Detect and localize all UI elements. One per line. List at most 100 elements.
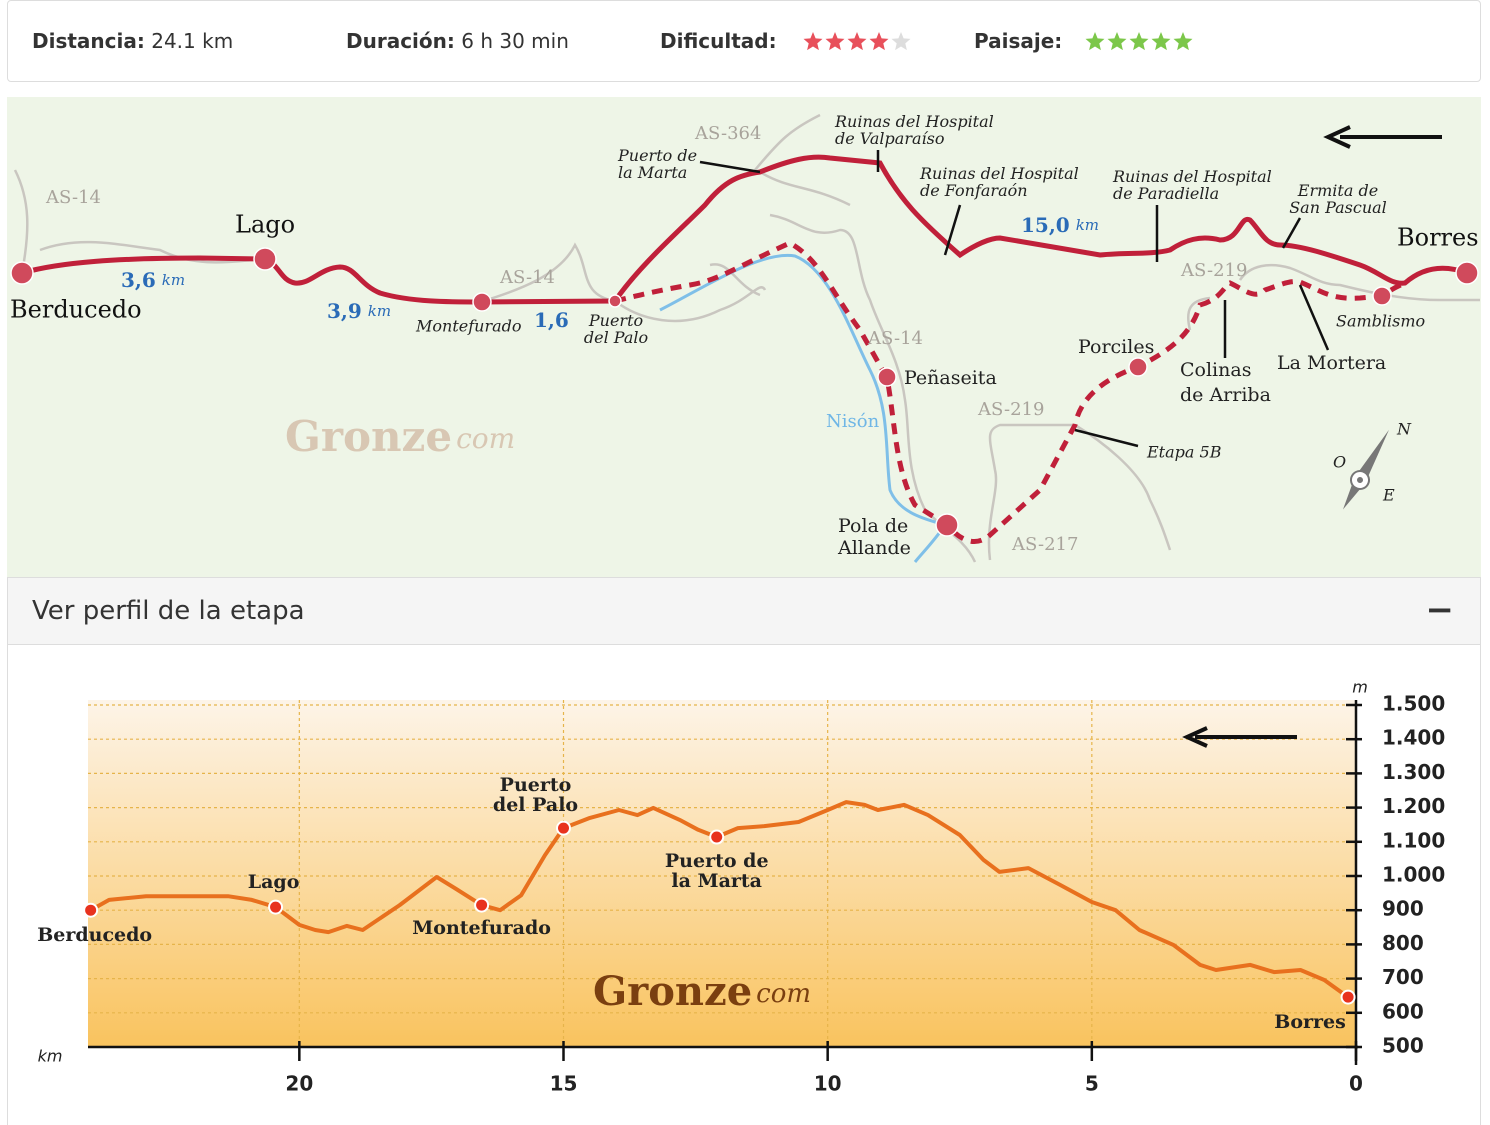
y-tick-label: 1.000 [1382, 863, 1445, 887]
map-shape: com [756, 979, 811, 1009]
segment-distance: 15,0 km [1021, 213, 1099, 237]
ratings [803, 32, 1193, 51]
compass-o: O [1333, 453, 1346, 472]
place-label: Lago [235, 211, 295, 239]
rating-star [1129, 32, 1149, 51]
waypoint-label-line: la Marta [671, 870, 762, 892]
marker [253, 247, 277, 271]
place-label: Montefurado [415, 317, 522, 336]
y-tick-label: 1.300 [1382, 760, 1445, 784]
map-shape: 1,6 [534, 308, 569, 332]
x-tick-label: 15 [550, 1072, 578, 1096]
marker [1372, 286, 1392, 306]
place-label: Pola de Allande [837, 515, 911, 559]
waypoint-label: Puerto de la Marta [665, 850, 769, 892]
map-shape: de Valparaíso [835, 129, 944, 148]
rating-star [1085, 32, 1105, 51]
rating-star [1107, 32, 1127, 51]
stats-bar: Distancia: 24.1 km Duración: 6 h 30 min … [7, 0, 1481, 82]
place-label: Ruinas del Hospital de Fonfaraón [919, 164, 1079, 200]
map-shape: Puerto de [617, 146, 697, 165]
distance-label: Distancia: [32, 29, 145, 53]
x-tick-label: 5 [1085, 1072, 1099, 1096]
map-shape: del Palo [584, 328, 648, 347]
place-label: Porciles [1078, 336, 1154, 358]
y-axis-label: m [1352, 678, 1368, 697]
map-shape: Colinas [1180, 359, 1251, 381]
elevation-profile: Gronze com m km 1.500 1.400 1.300 1.200 1.100… [37, 678, 1445, 1096]
marker [472, 292, 492, 312]
map-shape: com [456, 422, 515, 455]
waypoint-label: Lago [248, 871, 300, 893]
place-label: Etapa 5B [1146, 443, 1222, 462]
map-shape [699, 150, 1330, 448]
map-shape: 3,9 [327, 299, 362, 323]
map-shape: Pola de [838, 515, 908, 537]
map-shape: 15,0 [1021, 213, 1070, 237]
road-label: AS-219 [1180, 260, 1247, 281]
map-shape: Ruinas del Hospital [834, 112, 994, 131]
x-axis-label: km [38, 1047, 63, 1066]
road-label: AS-217 [1011, 534, 1078, 555]
place-label: Puerto del Palo [584, 311, 648, 347]
distance: Distancia: 24.1 km [32, 29, 233, 53]
rating-star [869, 32, 889, 51]
waypoint-label-line: Puerto de [665, 850, 769, 872]
waypoint [709, 829, 725, 845]
waypoint-label-line: Lago [248, 871, 300, 893]
place-label: La Mortera [1277, 352, 1386, 374]
map-shape: km [1076, 216, 1099, 234]
difficulty-label: Dificultad: [660, 29, 777, 53]
waypoint-label-line: del Palo [493, 794, 578, 816]
difficulty: Dificultad: [660, 29, 777, 53]
map-shape: Gronze [593, 968, 752, 1015]
map-shape: Ruinas del Hospital [919, 164, 1079, 183]
map-shape: 3,6 [121, 268, 156, 292]
variant-route [614, 240, 1406, 544]
waypoint [474, 897, 490, 913]
profile-toggle-bar[interactable]: Ver perfil de la etapa − [7, 577, 1481, 645]
segment-distance: 3,9 km [327, 299, 391, 323]
waypoint-label: Berducedo [37, 924, 152, 946]
segment-distance: 1,6 [534, 308, 569, 332]
rating-star [1151, 32, 1171, 51]
waypoint-label: Puerto del Palo [493, 774, 578, 816]
map-shape: de Arriba [1180, 384, 1271, 406]
place-label: Ruinas del Hospital de Valparaíso [834, 112, 994, 148]
place-label: Ermita de San Pascual [1289, 181, 1387, 217]
waypoint-label-line: Borres [1274, 1011, 1346, 1033]
river-label: Nisón [826, 411, 880, 432]
map-shape: Puerto [588, 311, 643, 330]
map-shape: km [368, 302, 391, 320]
landscape-label: Paisaje: [974, 29, 1063, 53]
waypoint [1340, 989, 1356, 1005]
y-tick-label: 1.500 [1382, 692, 1445, 716]
map-shape: Gronze [285, 412, 452, 461]
place-label: Puerto de la Marta [617, 146, 697, 182]
waypoint-label-line: Berducedo [37, 924, 152, 946]
stop-markers [10, 247, 1479, 537]
x-tick-label: 20 [285, 1072, 313, 1096]
rating-star [803, 32, 823, 51]
marker [1357, 477, 1363, 483]
leader-lines [699, 150, 1330, 448]
place-label: Samblismo [1336, 312, 1425, 331]
y-tick-label: 700 [1382, 965, 1424, 989]
rating-star [825, 32, 845, 51]
waypoint [268, 899, 284, 915]
y-tick-label: 900 [1382, 897, 1424, 921]
place-label: Ruinas del Hospital de Paradiella [1112, 167, 1272, 203]
y-tick-label: 1.200 [1382, 794, 1445, 818]
duration: Duración: 6 h 30 min [346, 29, 569, 53]
marker [1128, 357, 1148, 377]
waypoint [556, 820, 571, 836]
profile-toggle-title[interactable]: Ver perfil de la etapa [32, 596, 305, 626]
road-label: AS-14 [867, 328, 923, 349]
segment-distance: 3,6 km [121, 268, 185, 292]
map-shape: de Paradiella [1113, 184, 1219, 203]
main-route [21, 154, 1468, 305]
map-shape: de Fonfaraón [920, 181, 1028, 200]
direction-arrow [1323, 125, 1442, 149]
collapse-button[interactable]: − [1425, 590, 1455, 630]
rating-star [847, 32, 867, 51]
